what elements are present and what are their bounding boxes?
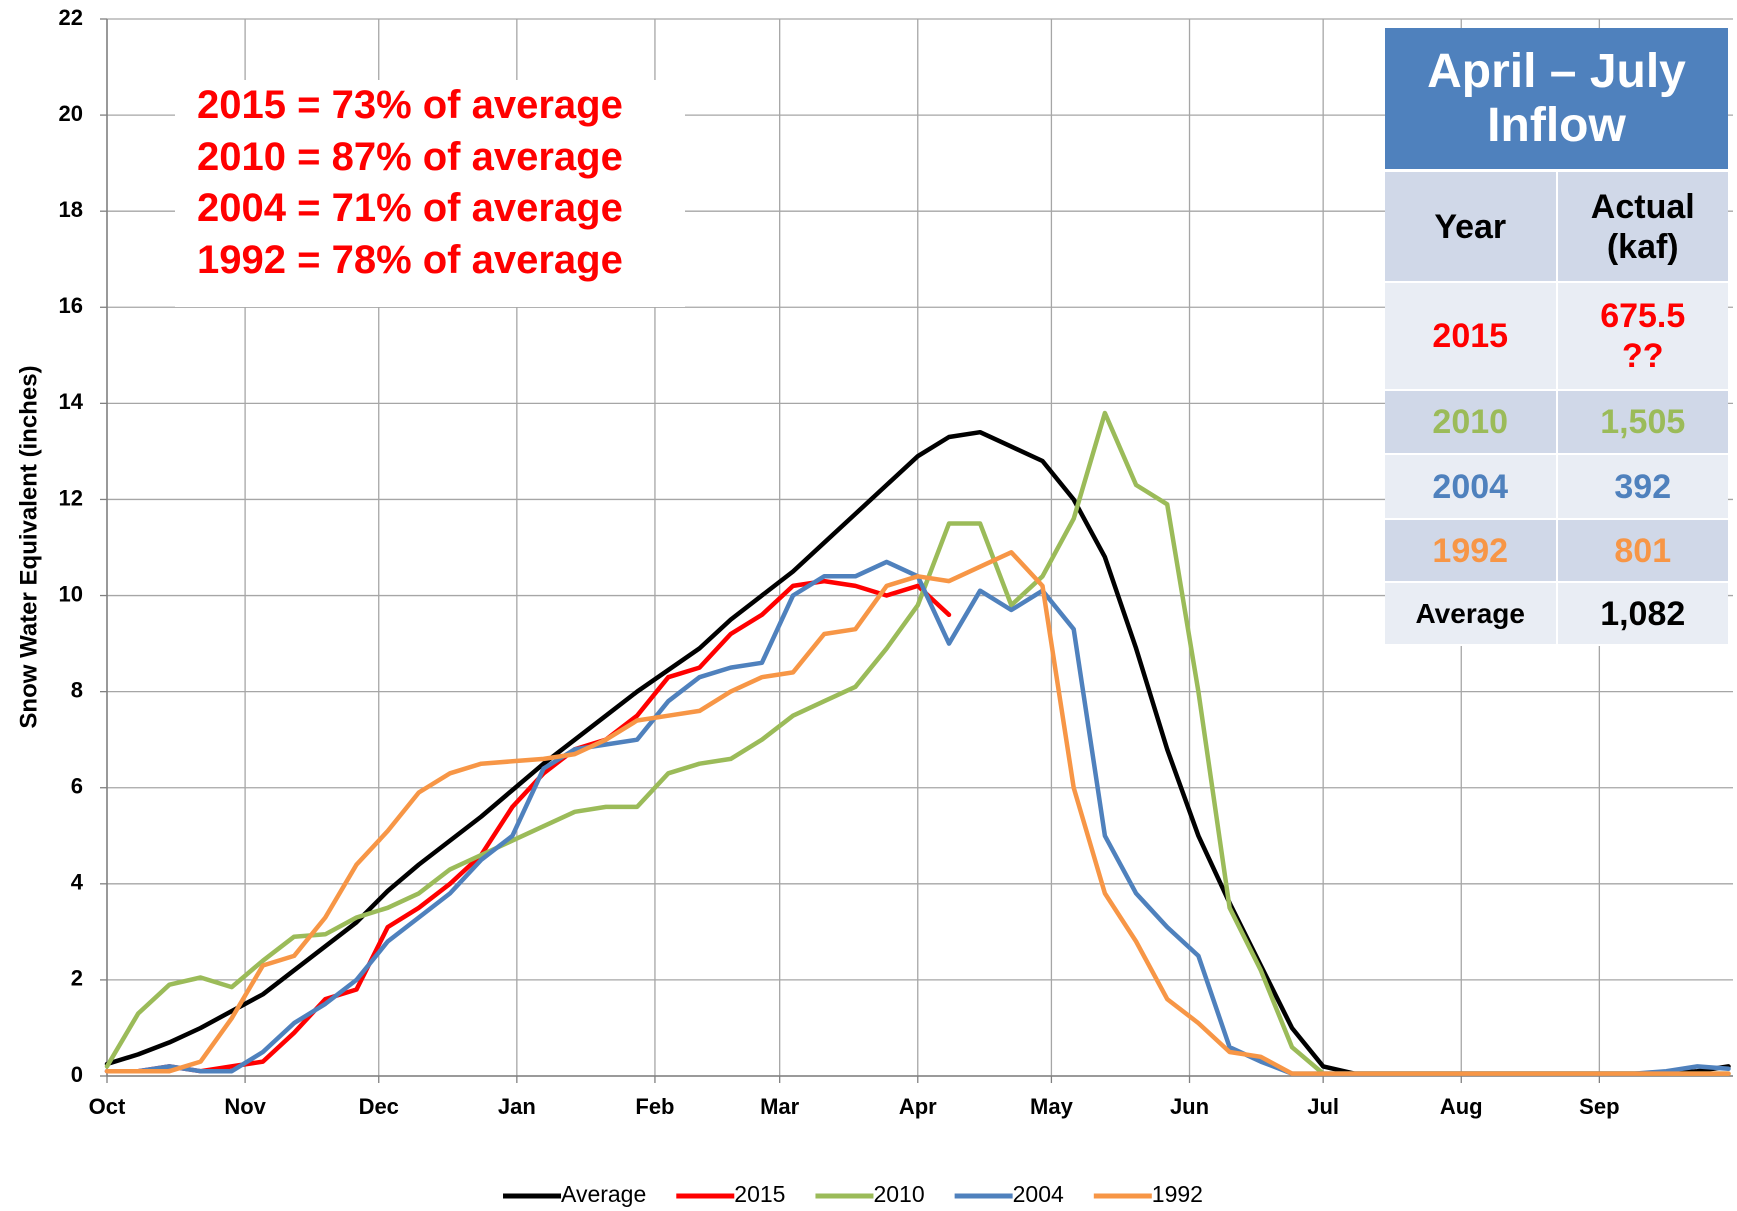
y-tick-label: 20 [59, 101, 83, 126]
table-row: 2004 392 [1385, 455, 1728, 520]
x-tick-label: May [1030, 1094, 1074, 1119]
y-tick-label: 22 [59, 5, 83, 30]
y-tick-label: 10 [59, 581, 83, 606]
legend-label: 2015 [734, 1181, 785, 1207]
x-tick-label: Dec [359, 1094, 399, 1119]
y-tick-label: 8 [71, 677, 83, 702]
table-row: Average 1,082 [1385, 583, 1728, 646]
table-cell: 392 [1555, 455, 1729, 518]
table-cell: 1,082 [1555, 583, 1729, 644]
series-line [104, 550, 1731, 1076]
y-tick-label: 18 [59, 197, 83, 222]
y-tick-label: 2 [71, 966, 83, 991]
annotation-box: 2015 = 73% of average 2010 = 87% of avera… [175, 80, 685, 307]
table-cell: 801 [1555, 520, 1729, 581]
legend-label: Average [561, 1181, 646, 1207]
y-tick-label: 12 [59, 485, 83, 510]
legend-label: 2004 [1013, 1181, 1064, 1207]
table-cell: 1992 [1432, 531, 1509, 570]
y-axis-label: Snow Water Equivalent (inches) [15, 365, 42, 728]
table-cell: 2015 [1432, 317, 1509, 355]
series-line [104, 578, 952, 1074]
x-tick-label: Jun [1170, 1094, 1209, 1119]
legend-label: 1992 [1152, 1181, 1203, 1207]
x-tick-label: Oct [89, 1094, 126, 1119]
annotation: 1992 = 78% of average [197, 237, 623, 282]
table-title: April – July Inflow [1385, 28, 1728, 172]
table-row: 2010 1,505 [1385, 391, 1728, 455]
x-tick-label: Aug [1440, 1094, 1483, 1119]
table-cell: 2004 [1432, 467, 1509, 506]
legend-label: 2010 [873, 1181, 924, 1207]
table-cell: 2010 [1432, 403, 1509, 441]
legend: Average 2015 2010 2004 1992 [503, 1181, 1203, 1207]
table-row: 1992 801 [1385, 520, 1728, 583]
y-tick-label: 6 [71, 774, 83, 799]
y-tick-label: 16 [59, 293, 83, 318]
table-row: 2015 675.5 ?? [1385, 283, 1728, 391]
table-cell: 675.5 ?? [1555, 283, 1729, 389]
column-header: Actual (kaf) [1555, 172, 1729, 281]
inflow-table: April – July Inflow Year Actual (kaf) 2015 6… [1385, 28, 1728, 646]
column-header: Year [1434, 207, 1507, 246]
x-tick-label: Sep [1579, 1094, 1619, 1119]
table-cell: Average [1415, 597, 1525, 629]
x-tick-label: Mar [760, 1094, 800, 1119]
x-tick-label: Jan [498, 1094, 536, 1119]
x-tick-label: Apr [899, 1094, 937, 1119]
table-cell: 1,505 [1555, 391, 1729, 453]
x-tick-label: Nov [224, 1094, 266, 1119]
table-header-row: Year Actual (kaf) [1385, 172, 1728, 283]
y-tick-label: 14 [59, 389, 84, 414]
annotation: 2015 = 73% of average [197, 83, 623, 127]
annotation: 2010 = 87% of average [197, 134, 623, 179]
x-tick-label: Jul [1307, 1094, 1339, 1119]
y-tick-label: 4 [71, 870, 84, 895]
y-tick-label: 0 [71, 1062, 83, 1087]
annotation: 2004 = 71% of average [197, 186, 623, 230]
x-tick-label: Feb [635, 1094, 674, 1119]
